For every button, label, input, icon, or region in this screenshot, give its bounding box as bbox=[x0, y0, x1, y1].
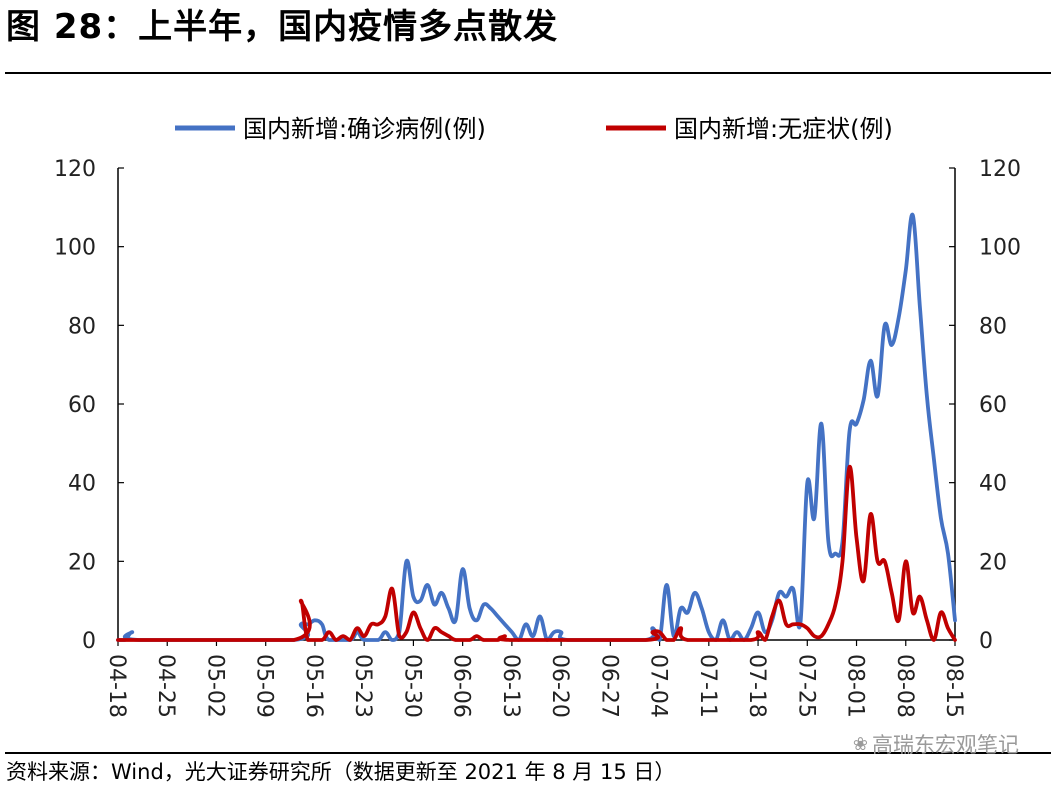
x-tick-label: 07-25 bbox=[793, 654, 818, 718]
x-tick-label: 07-11 bbox=[695, 654, 720, 718]
series-line-asymptomatic bbox=[116, 464, 957, 642]
x-tick-label: 06-13 bbox=[498, 654, 523, 718]
x-tick-label: 05-09 bbox=[252, 654, 277, 718]
x-tick-label: 08-15 bbox=[941, 654, 966, 718]
x-tick-label: 06-27 bbox=[596, 654, 621, 718]
y-tick-label: 100 bbox=[54, 236, 96, 261]
figure-title: 图 28：上半年，国内疫情多点散发 bbox=[6, 7, 559, 47]
x-tick-label: 07-04 bbox=[646, 654, 671, 718]
series-line-confirmed bbox=[116, 212, 957, 642]
y-tick-label: 120 bbox=[54, 157, 96, 182]
bottom-rule bbox=[5, 752, 1051, 754]
legend-label-confirmed: 国内新增:确诊病例(例) bbox=[243, 115, 486, 143]
y2-tick-label: 60 bbox=[979, 393, 1007, 418]
source-note: 资料来源：Wind，光大证券研究所（数据更新至 2021 年 8 月 15 日） bbox=[6, 760, 676, 784]
y2-tick-label: 20 bbox=[979, 550, 1007, 575]
x-tick-label: 04-18 bbox=[104, 654, 129, 718]
y2-tick-label: 100 bbox=[979, 236, 1021, 261]
x-tick-label: 07-18 bbox=[744, 654, 769, 718]
x-tick-label: 08-01 bbox=[843, 654, 868, 718]
x-tick-label: 04-25 bbox=[153, 654, 178, 718]
y-tick-label: 60 bbox=[68, 393, 96, 418]
y-tick-label: 0 bbox=[82, 629, 96, 654]
line-chart: 国内新增:确诊病例(例) 国内新增:无症状(例) 0 20 40 60 80 100 120… bbox=[54, 115, 1021, 718]
y-tick-label: 40 bbox=[68, 472, 96, 497]
x-tick-label: 05-30 bbox=[399, 654, 424, 718]
x-tick-label: 08-08 bbox=[892, 654, 917, 718]
x-tick-label: 06-20 bbox=[547, 654, 572, 718]
watermark-text: 高瑞东宏观笔记 bbox=[872, 733, 1019, 757]
top-rule bbox=[5, 72, 1051, 74]
x-tick-label: 06-06 bbox=[449, 654, 474, 718]
x-tick-label: 05-16 bbox=[301, 654, 326, 718]
legend-label-asymptomatic: 国内新增:无症状(例) bbox=[674, 115, 893, 143]
y2-tick-label: 120 bbox=[979, 157, 1021, 182]
x-tick-label: 05-02 bbox=[202, 654, 227, 718]
y2-tick-label: 0 bbox=[979, 629, 993, 654]
y-tick-label: 20 bbox=[68, 550, 96, 575]
wechat-icon: ❀ bbox=[852, 734, 868, 755]
series-layer bbox=[116, 212, 957, 642]
y2-tick-label: 80 bbox=[979, 314, 1007, 339]
legend: 国内新增:确诊病例(例) 国内新增:无症状(例) bbox=[175, 115, 893, 143]
watermark: ❀ 高瑞东宏观笔记 bbox=[853, 730, 1019, 760]
y-tick-label: 80 bbox=[68, 314, 96, 339]
x-tick-label: 05-23 bbox=[350, 654, 375, 718]
y2-tick-label: 40 bbox=[979, 472, 1007, 497]
axes: 0 20 40 60 80 100 120 0 20 40 60 80 100 120 04-18 04-25… bbox=[54, 157, 1021, 718]
